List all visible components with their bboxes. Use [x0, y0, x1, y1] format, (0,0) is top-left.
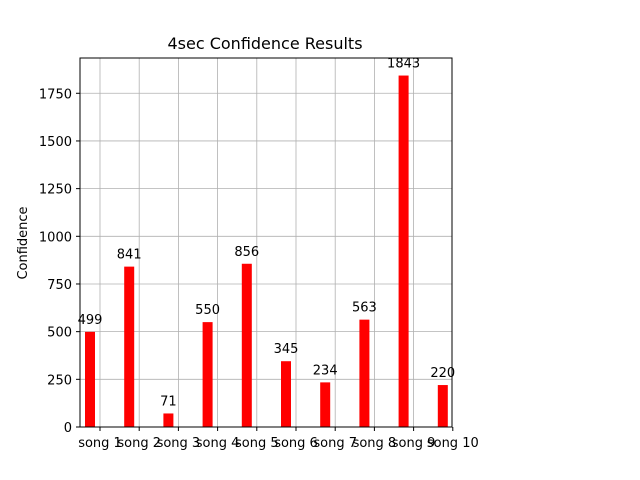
bar: [281, 361, 291, 427]
y-axis-label: Confidence: [16, 206, 31, 279]
x-tick-label: song 3: [157, 436, 201, 451]
x-tick-label: song 9: [392, 436, 436, 451]
bar-value-label: 220: [430, 366, 455, 381]
axes: [76, 57, 454, 431]
x-tick-label: song 4: [196, 436, 240, 451]
bar-value-label: 499: [78, 313, 103, 328]
y-tick-label: 1000: [39, 230, 72, 245]
y-tick-label: 750: [47, 278, 72, 293]
bar: [437, 385, 448, 427]
x-tick-label: song 10: [427, 436, 479, 451]
bar-value-label: 550: [195, 303, 220, 318]
bar-value-label: 563: [352, 301, 377, 316]
x-tick-label: song 5: [235, 436, 279, 451]
y-tick-label: 1250: [39, 183, 72, 198]
labels-group: 499 841 71 550 856 345 234 563 1843 220 0 250 500 750…: [39, 57, 479, 451]
chart-title: 4sec Confidence Results: [167, 34, 362, 53]
bar-value-label: 71: [160, 394, 177, 409]
bar: [124, 266, 135, 427]
x-tick-label: song 6: [274, 436, 318, 451]
bar: [163, 413, 174, 427]
y-tick-label: 250: [47, 373, 72, 388]
bar-value-label: 345: [274, 342, 299, 357]
y-tick-label: 1500: [39, 135, 72, 150]
bar: [202, 322, 213, 427]
y-tick-label: 0: [64, 421, 72, 436]
y-tick-label: 500: [47, 326, 72, 341]
bar: [398, 75, 409, 427]
bars-group: [85, 75, 448, 427]
plot-frame: [79, 57, 453, 428]
bar-value-label: 841: [117, 248, 142, 263]
bar: [359, 319, 370, 427]
bar: [241, 263, 252, 427]
bar-value-label: 856: [234, 245, 259, 260]
bar: [85, 331, 95, 427]
y-tick-label: 1750: [39, 87, 72, 102]
x-tick-label: song 1: [78, 436, 122, 451]
x-tick-label: song 7: [313, 436, 357, 451]
bar-value-label: 234: [313, 363, 338, 378]
x-tick-label: song 2: [117, 436, 161, 451]
bar-value-label: 1843: [387, 57, 420, 72]
x-tick-label: song 8: [353, 436, 397, 451]
grid-lines: [80, 58, 452, 428]
bar: [320, 382, 331, 427]
